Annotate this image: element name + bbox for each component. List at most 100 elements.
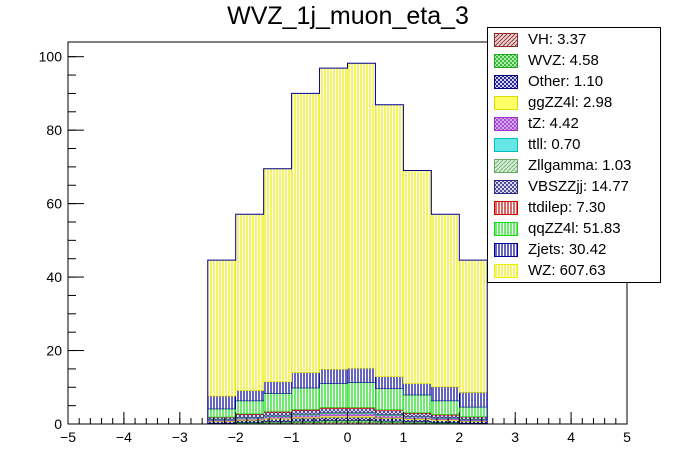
- legend-entry-ttdilep: ttdilep: 7.30: [488, 198, 660, 219]
- legend-entry-zjets: Zjets: 30.42: [488, 240, 660, 261]
- legend-label: Other: 1.10: [528, 73, 604, 90]
- legend-entry-qqzz4l: qqZZ4l: 51.83: [488, 219, 660, 240]
- y-tick-label: 20: [46, 343, 62, 359]
- bar-qqzz4l-3: [291, 387, 320, 410]
- y-axis: 0 20 40 60 80 100: [39, 49, 84, 432]
- bar-qqzz4l-4: [319, 383, 348, 408]
- legend-swatch: [494, 180, 518, 194]
- bar-wz-1: [235, 213, 264, 391]
- y-tick-label: 100: [39, 49, 63, 65]
- bar-qqzz4l-6: [375, 388, 404, 410]
- bar-tz-5: [347, 413, 376, 417]
- bar-wz-9: [458, 259, 488, 393]
- x-tick-label: −4: [116, 429, 132, 445]
- x-tick-label: 3: [511, 429, 519, 445]
- x-tick-label: 1: [400, 429, 408, 445]
- bar-vbszzjj-9: [458, 416, 488, 420]
- legend-entry-vbszzjj: VBSZZjj: 14.77: [488, 177, 660, 198]
- legend-swatch: [494, 201, 518, 215]
- bar-qqzz4l-7: [403, 394, 432, 413]
- legend-swatch: [494, 117, 518, 131]
- bar-qqzz4l-8: [431, 400, 460, 415]
- legend-swatch: [494, 222, 518, 236]
- x-tick-label: −1: [284, 429, 300, 445]
- legend-label: WVZ: 4.58: [528, 52, 599, 69]
- histogram-outline: [207, 62, 488, 424]
- bar-zjets-5: [347, 367, 376, 383]
- x-tick-label: 0: [344, 429, 352, 445]
- bar-other-6: [375, 418, 404, 422]
- legend-entry-wvz: WVZ: 4.58: [488, 51, 660, 72]
- x-axis: −5 −4 −3 −2 −1 0 1 2 3 4 5: [60, 412, 631, 445]
- legend: VH: 3.37 WVZ: 4.58 Other: 1.10 ggZZ4l: 2.98…: [487, 27, 661, 283]
- legend-entry-ggzz4l: ggZZ4l: 2.98: [488, 93, 660, 114]
- bar-vbszzjj-6: [375, 410, 404, 415]
- bar-zjets-2: [263, 381, 292, 394]
- bar-wz-7: [403, 170, 432, 384]
- y-tick-label: 0: [54, 416, 62, 432]
- bar-qqzz4l-1: [235, 400, 264, 415]
- bar-zjets-9: [458, 392, 488, 408]
- bar-qqzz4l-5: [347, 382, 376, 408]
- bar-zjets-4: [319, 368, 348, 384]
- legend-entry-zllgamma: Zllgamma: 1.03: [488, 156, 660, 177]
- bar-zjets-8: [431, 386, 460, 402]
- x-tick-label: −5: [60, 429, 76, 445]
- bar-zjets-0: [207, 395, 237, 410]
- legend-entry-ttll: ttll: 0.70: [488, 135, 660, 156]
- y-tick-label: 40: [46, 269, 62, 285]
- x-tick-label: −2: [228, 429, 244, 445]
- legend-label: ttll: 0.70: [528, 136, 581, 153]
- legend-swatch: [494, 243, 518, 257]
- legend-entry-vh: VH: 3.37: [488, 30, 660, 51]
- stack-outline: [207, 62, 488, 424]
- bar-vbszzjj-7: [403, 413, 432, 417]
- bar-zjets-6: [375, 376, 404, 390]
- bar-vbszzjj-2: [263, 411, 292, 417]
- bar-vbszzjj-1: [235, 414, 264, 418]
- legend-swatch: [494, 75, 518, 89]
- bar-other-7: [403, 419, 432, 423]
- legend-label: Zjets: 30.42: [528, 241, 607, 258]
- bar-wz-3: [291, 93, 320, 373]
- legend-label: VBSZZjj: 14.77: [528, 178, 629, 195]
- legend-swatch: [494, 138, 518, 152]
- legend-swatch: [494, 96, 518, 110]
- x-tick-label: −3: [172, 429, 188, 445]
- bar-zjets-3: [291, 372, 320, 389]
- legend-swatch: [494, 54, 518, 68]
- bar-other-4: [319, 417, 348, 421]
- bar-qqzz4l-9: [458, 406, 488, 417]
- bar-zjets-7: [403, 383, 432, 396]
- bar-wz-8: [431, 213, 460, 388]
- bar-wz-5: [347, 63, 376, 369]
- bar-wz-6: [375, 104, 404, 377]
- x-tick-label: 5: [623, 429, 631, 445]
- bar-other-2: [263, 418, 292, 423]
- legend-label: tZ: 4.42: [528, 115, 579, 132]
- legend-label: Zllgamma: 1.03: [528, 157, 632, 174]
- bar-wz-2: [263, 168, 292, 383]
- bar-other-5: [347, 417, 376, 421]
- bar-wz-4: [319, 67, 348, 370]
- bar-vbszzjj-5: [347, 408, 376, 413]
- bar-qqzz4l-2: [263, 393, 292, 412]
- x-tick-label: 2: [455, 429, 463, 445]
- legend-label: qqZZ4l: 51.83: [528, 220, 621, 237]
- legend-label: ggZZ4l: 2.98: [528, 94, 613, 111]
- bar-tz-4: [319, 413, 348, 417]
- histogram-stack: [207, 63, 488, 425]
- bar-zjets-1: [235, 390, 264, 402]
- x-tick-label: 4: [567, 429, 575, 445]
- legend-swatch: [494, 33, 518, 47]
- legend-swatch: [494, 159, 518, 173]
- bar-wz-0: [207, 259, 237, 397]
- bar-vbszzjj-3: [291, 410, 320, 415]
- legend-label: VH: 3.37: [528, 31, 587, 48]
- legend-swatch: [494, 264, 518, 278]
- bar-vbszzjj-4: [319, 408, 348, 413]
- bar-qqzz4l-0: [207, 408, 237, 418]
- bar-other-1: [235, 420, 264, 423]
- legend-entry-wz: WZ: 607.63: [488, 261, 660, 282]
- legend-entry-other: Other: 1.10: [488, 72, 660, 93]
